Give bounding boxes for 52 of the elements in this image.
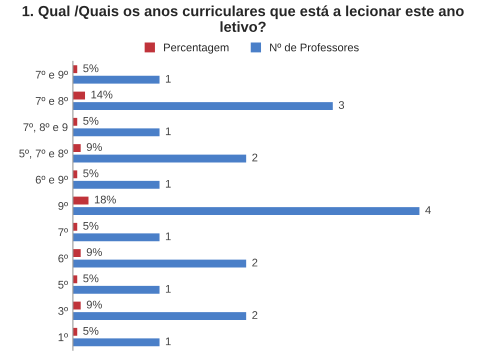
data-label: 5% [83, 64, 98, 72]
data-label: 1 [166, 74, 171, 83]
data-label: 4 [425, 206, 431, 214]
y-tick-label: 3º [58, 307, 68, 315]
bar [72, 207, 420, 215]
data-label: 1 [166, 127, 171, 136]
bar [72, 92, 86, 100]
y-tick-label: 5º [58, 280, 68, 289]
data-label: 1 [166, 180, 171, 188]
y-tick-label: 6º e 9º [36, 176, 68, 184]
data-label: 2 [252, 154, 258, 162]
y-tick-label: 9º [58, 202, 68, 210]
data-label: 1 [166, 232, 171, 240]
data-label: 9% [86, 248, 102, 256]
data-label: 1 [166, 285, 171, 293]
bar [72, 260, 246, 268]
bar [72, 128, 160, 136]
data-label: 5% [83, 326, 98, 335]
bar [72, 249, 81, 257]
y-tick-label: 7º [58, 228, 68, 236]
data-label: 14% [91, 90, 112, 98]
bar [72, 233, 160, 242]
y-tick-label: 7º, 8º e 9 [23, 123, 68, 132]
data-label: 5% [83, 222, 98, 230]
bar [72, 286, 160, 294]
bar [72, 76, 160, 84]
data-label: 2 [252, 258, 258, 266]
data-label: 9% [86, 300, 102, 309]
data-label: 1 [166, 338, 171, 346]
legend-label: Percentagem [164, 44, 228, 54]
y-tick-label: 5º, 7º e 8º [19, 150, 68, 159]
legend-label: Nº de Professores [270, 43, 359, 52]
data-label: 5% [83, 116, 98, 125]
data-label: 9% [86, 143, 102, 151]
bar [72, 196, 88, 204]
bar [72, 338, 160, 346]
bar [72, 312, 246, 320]
bar [72, 302, 81, 310]
y-tick-label: 1º [58, 333, 68, 342]
bar [72, 180, 160, 189]
data-label: 5% [83, 169, 98, 178]
data-label: 18% [94, 196, 116, 204]
y-tick-label: 7º e 9º [36, 70, 68, 79]
bar [72, 154, 246, 162]
bar [72, 102, 333, 110]
data-label: 5% [83, 274, 98, 282]
y-tick-label: 7º e 8º [36, 97, 68, 105]
y-tick-label: 6º [58, 254, 68, 262]
bar [72, 144, 81, 152]
data-label: 3 [338, 101, 344, 109]
data-label: 2 [252, 311, 258, 319]
chart-title: 1. Qual /Quais os anos curriculares que está a lecionar este ano letivo? [22, 5, 464, 32]
